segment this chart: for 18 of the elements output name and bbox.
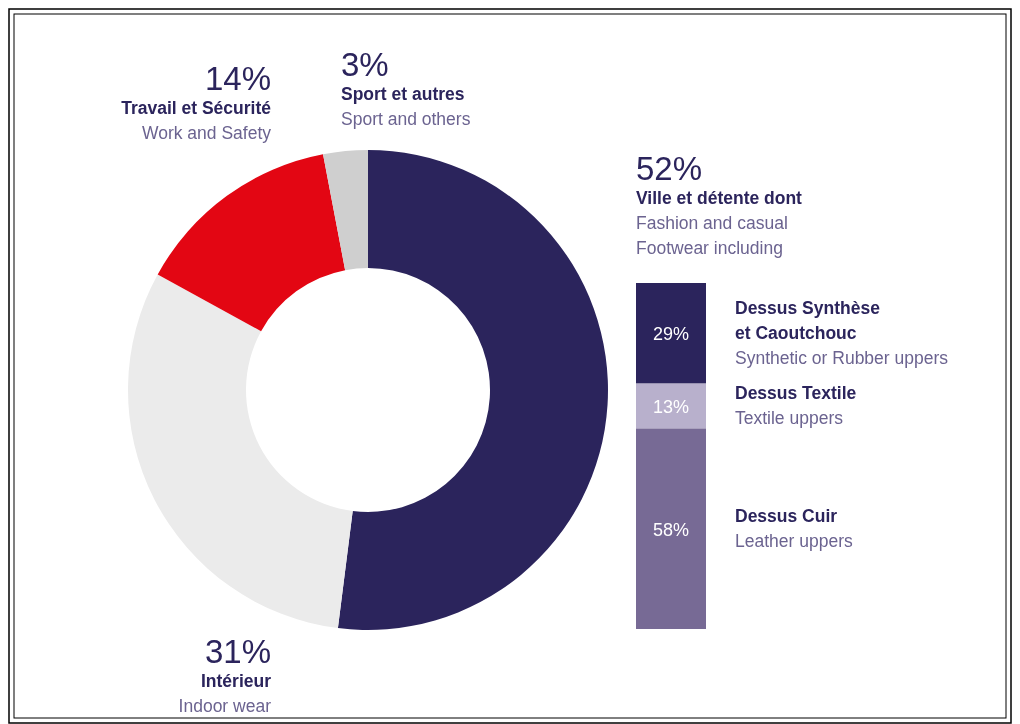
data-label: 58% [652,519,690,540]
donut-slice [128,274,353,629]
donut-slice [337,150,608,630]
donut-slice [323,150,368,271]
slice-label: Sport et autres Sport and others [341,84,471,129]
data-label: 3% [341,46,389,83]
slice-label: Ville et détente dont Fashion and casual Footwear including [636,188,803,258]
data-label: 29% [652,324,690,345]
data-label: 52% [636,150,703,187]
series-label: Dessus Textile Textile uppers [735,383,857,429]
data-label: 14% [204,60,271,97]
series-label: Dessus Synthèse et Caoutchouc Synthetic or Rubber uppers [735,298,949,369]
slice-label: Intérieur Indoor wear [178,671,272,716]
data-label: 31% [204,633,271,670]
data-label: 13% [652,396,690,417]
donut-slice [157,154,346,332]
series-label: Dessus Cuir Leather uppers [735,506,853,552]
slice-label: Travail et Sécurité Work and Safety [121,98,272,143]
